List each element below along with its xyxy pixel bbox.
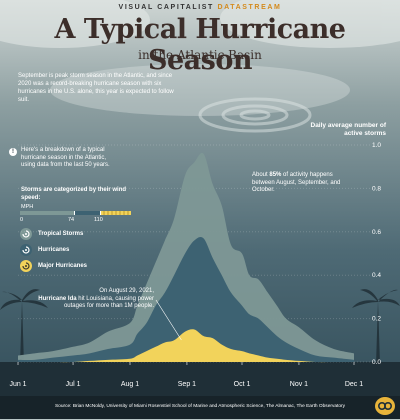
ida-annotation-date: On August 29, 2021,: [99, 288, 154, 294]
scale-tick-110: 110: [94, 217, 103, 223]
x-tick-label: Sep 1: [178, 381, 196, 388]
y-tick-label: 0.4: [372, 272, 381, 279]
palm-trees: [0, 289, 400, 365]
ida-leader-line: [155, 299, 182, 341]
scale-segment-major: [100, 211, 131, 215]
ida-annotation: On August 29, 2021, Hurricane Ida hit Lo…: [30, 288, 154, 311]
y-tick-label: 1.0: [372, 142, 381, 149]
x-tick-label: Jul 1: [66, 381, 81, 388]
scale-segment-hurricane: [74, 211, 101, 215]
hurricane-icon: [20, 244, 32, 256]
series-area-hurricanes: [18, 237, 354, 362]
major-hurricane-icon: [20, 260, 32, 272]
series-area-major-hurricanes: [18, 329, 354, 363]
brand-header: VISUAL CAPITALIST DATASTREAM: [0, 4, 400, 11]
x-tick-label: Dec 1: [345, 381, 363, 388]
brand-accent: DATASTREAM: [217, 4, 282, 11]
peak-annotation-percent: 85%: [269, 172, 282, 178]
cloud-shapes: [0, 0, 400, 116]
legend-label: Major Hurricanes: [38, 263, 88, 269]
ida-annotation-suffix: hit Louisiana, causing power outages for…: [63, 295, 154, 310]
y-tick-label: 0.0: [372, 359, 381, 366]
breakdown-text: Here's a breakdown of a typical hurrican…: [21, 147, 110, 168]
hurricane-swirl: [198, 97, 312, 133]
page-title: A Typical Hurricane Season: [54, 14, 346, 76]
x-tick-label: Jun 1: [9, 381, 26, 388]
tropical-storm-icon: [20, 228, 32, 240]
x-tick-label: Nov 1: [290, 381, 308, 388]
wind-speed-scale: [20, 211, 131, 215]
y-tick-label: 0.6: [372, 229, 381, 236]
y-tick-label: 0.2: [372, 316, 381, 323]
page-subtitle: in the Atlantic Basin: [138, 48, 262, 62]
peak-annotation-suffix: of activity happens between August, Sept…: [252, 172, 341, 193]
legend-label: Hurricanes: [38, 247, 70, 253]
legend-label: Tropical Storms: [38, 231, 84, 237]
x-tick-label: Aug 1: [121, 381, 139, 388]
ida-annotation-name: Hurricane Ida: [38, 295, 77, 302]
intro-text: September is peak storm season in the At…: [18, 73, 174, 103]
visual-capitalist-logo: [375, 397, 395, 415]
peak-annotation: About 85% of activity happens between Au…: [252, 172, 342, 195]
category-title: Storms are categorized by their wind spe…: [21, 187, 127, 201]
x-tick-label: Oct 1: [234, 381, 251, 388]
scale-tick-74: 74: [68, 217, 75, 223]
info-icon: !: [9, 148, 17, 156]
y-axis-title: Daily average number of active storms: [310, 122, 387, 137]
brand-name: VISUAL CAPITALIST: [118, 4, 214, 11]
y-tick-label: 0.8: [372, 185, 381, 192]
scale-tick-0: 0: [20, 217, 24, 223]
scale-segment-tropical: [20, 211, 74, 215]
mph-label: MPH: [21, 204, 34, 210]
source-text: Source: Brian McNoldy, University of Mia…: [54, 404, 346, 409]
peak-annotation-prefix: About: [252, 172, 270, 178]
